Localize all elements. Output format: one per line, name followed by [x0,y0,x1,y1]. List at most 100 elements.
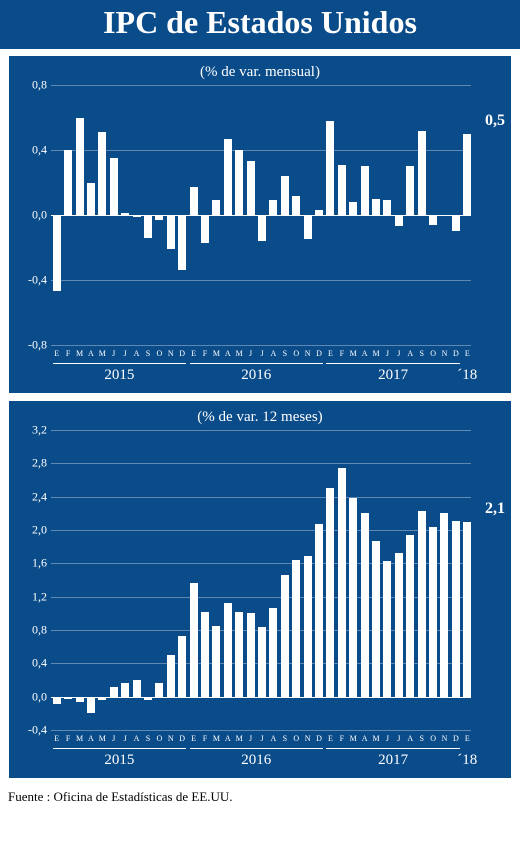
bar [429,215,437,225]
x-month-label: N [442,349,448,358]
bar [406,535,414,697]
title-bar: IPC de Estados Unidos [0,0,520,49]
bar [110,687,118,697]
bar [247,161,255,215]
x-month-label: F [340,734,344,743]
bar [190,187,198,215]
bar [361,513,369,696]
bar [304,215,312,239]
gridline [51,530,471,531]
x-month-label: N [305,734,311,743]
bar [53,697,61,705]
gridline [51,280,471,281]
year-underline [326,363,459,364]
x-month-label: N [168,734,174,743]
x-month-label: J [112,734,115,743]
x-month-label: S [146,349,150,358]
gridline [51,630,471,631]
x-month-label: A [88,734,94,743]
x-month-label: S [419,349,423,358]
bar [258,627,266,697]
bar [463,134,471,215]
x-month-label: D [453,349,459,358]
x-month-label: M [213,349,220,358]
bar [361,166,369,215]
year-underline [53,363,186,364]
x-month-label: S [283,734,287,743]
bar [326,121,334,215]
chart1-y-labels: -0,8-0,40,00,40,8 [15,85,47,345]
bar [258,215,266,241]
x-month-label: M [350,349,357,358]
x-month-label: E [465,734,470,743]
y-tick-label: 2,4 [32,489,47,504]
chart2-subtitle: (% de var. 12 meses) [9,401,511,430]
chart2-plot-area: -0,40,00,40,81,21,62,02,42,83,2 2,1 [51,430,471,730]
bar [372,199,380,215]
year-underline [190,748,323,749]
y-tick-label: 0,4 [32,656,47,671]
bar [281,176,289,215]
x-month-label: J [124,734,127,743]
bar [452,215,460,231]
bar [349,202,357,215]
chart-wrapper: IPC de Estados Unidos (% de var. mensual… [0,0,520,821]
bar [304,556,312,697]
y-tick-label: 0,0 [32,208,47,223]
bar [269,608,277,696]
x-month-label: D [179,734,185,743]
x-year-label: 2017 [378,367,408,384]
gridline [51,563,471,564]
gridline [51,697,471,698]
year-underline [326,748,459,749]
x-month-label: A [407,734,413,743]
bar [452,521,460,697]
chart1-subtitle: (% de var. mensual) [9,56,511,85]
x-month-label: M [99,349,106,358]
chart1-outer: (% de var. mensual) -0,8-0,40,00,40,8 0,… [0,49,520,394]
x-month-label: E [328,734,333,743]
bar [201,612,209,697]
bar [178,636,186,697]
gridline [51,497,471,498]
chart2-box: (% de var. 12 meses) -0,40,00,40,81,21,6… [8,400,512,779]
main-title: IPC de Estados Unidos [103,4,417,40]
source-text: Fuente : Oficina de Estadísticas de EE.U… [0,779,520,821]
bar [201,215,209,243]
bar [190,583,198,697]
x-month-label: A [134,349,140,358]
bar [395,215,403,226]
x-year-label: 2015 [104,752,134,769]
x-year-label: 2016 [241,752,271,769]
x-month-label: A [225,734,231,743]
x-month-label: J [124,349,127,358]
bar [76,118,84,216]
x-month-label: O [156,734,162,743]
bar [98,132,106,215]
y-tick-label: 0,8 [32,78,47,93]
bar [121,683,129,697]
x-month-label: S [146,734,150,743]
chart1-plot-area: -0,8-0,40,00,40,8 0,5 [51,85,471,345]
chart1-x-labels: EFMAMJJASONDEFMAMJJASONDEFMAMJJASONDE201… [51,345,471,393]
gridline [51,597,471,598]
gridline [51,663,471,664]
x-month-label: E [54,734,59,743]
bar [178,215,186,270]
x-month-label: J [249,734,252,743]
x-month-label: E [54,349,59,358]
x-month-label: M [99,734,106,743]
x-month-label: M [372,734,379,743]
bar [338,165,346,215]
x-month-label: D [316,734,322,743]
x-month-label: A [271,349,277,358]
bar [247,613,255,696]
end-value-label: 0,5 [485,112,505,130]
x-month-label: F [203,734,207,743]
bar [315,524,323,697]
x-month-label: O [156,349,162,358]
x-month-label: F [66,734,70,743]
bar [395,553,403,697]
x-month-label: M [76,734,83,743]
bar [463,522,471,697]
